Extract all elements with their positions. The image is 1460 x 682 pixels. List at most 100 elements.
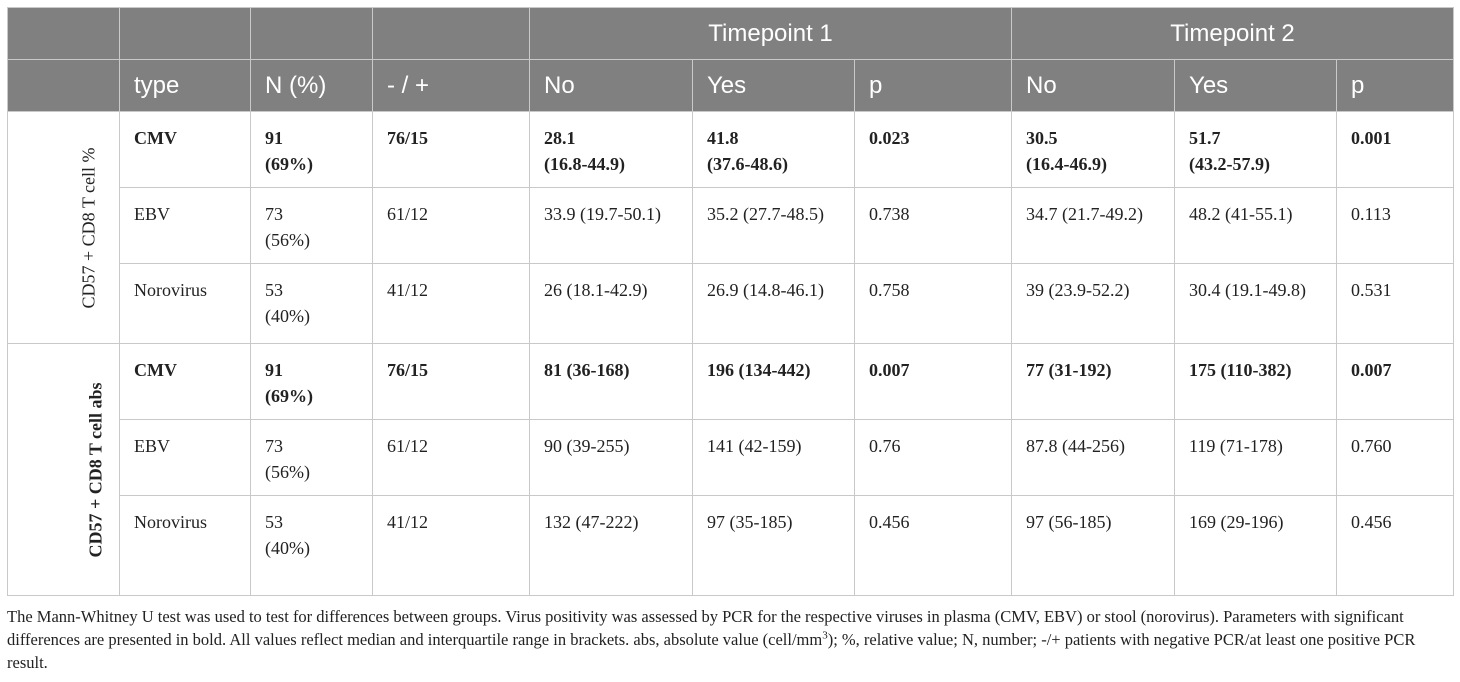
cell-n: 91 (69%) xyxy=(250,343,373,420)
cell-n: 73 (56%) xyxy=(250,419,373,496)
cell-n: 53 (40%) xyxy=(250,263,373,344)
cell-t2-yes: 119 (71-178) xyxy=(1174,419,1338,496)
cell-type: EBV xyxy=(119,419,251,496)
cell-type: CMV xyxy=(119,111,251,188)
cell-t1-yes-iqr: (37.6-48.6) xyxy=(707,154,788,174)
cell-t2-p: 0.531 xyxy=(1336,263,1455,344)
cell-t2-no: 39 (23.9-52.2) xyxy=(1011,263,1176,344)
header-t2-p: p xyxy=(1336,59,1455,112)
cell-type: Norovirus xyxy=(119,263,251,344)
results-table: Timepoint 1 Timepoint 2 type N (%) - / +… xyxy=(7,7,1455,596)
cell-n: 53 (40%) xyxy=(250,495,373,596)
table-footnote: The Mann-Whitney U test was used to test… xyxy=(7,605,1453,674)
group-label-cell: CD57 + CD8 T cell abs xyxy=(7,343,120,596)
footnote-text: The Mann-Whitney U test was used to test… xyxy=(7,607,1404,649)
header-t1-p: p xyxy=(853,59,1013,112)
cell-n-percent: (56%) xyxy=(265,462,310,482)
cell-n-count: 73 xyxy=(265,204,283,224)
group-label-percent: CD57 + CD8 T cell % xyxy=(78,147,99,308)
cell-t1-p: 0.738 xyxy=(853,187,1013,264)
cell-t1-no: 90 (39-255) xyxy=(529,419,693,496)
cell-t2-p: 0.007 xyxy=(1336,343,1455,420)
cell-t1-p: 0.76 xyxy=(853,419,1013,496)
cell-t2-no: 34.7 (21.7-49.2) xyxy=(1011,187,1176,264)
header-timepoint-1: Timepoint 1 xyxy=(528,7,1013,60)
cell-t2-no: 87.8 (44-256) xyxy=(1011,419,1176,496)
cell-t1-yes: 141 (42-159) xyxy=(692,419,855,496)
header-blank-0 xyxy=(7,7,120,60)
header-blank-2 xyxy=(250,7,373,60)
cell-t1-no: 81 (36-168) xyxy=(529,343,693,420)
cell-n-count: 91 xyxy=(265,360,283,380)
header-t1-no: No xyxy=(529,59,693,112)
footnote-superscript: 3 xyxy=(822,629,828,642)
cell-t2-yes: 169 (29-196) xyxy=(1174,495,1338,596)
cell-neg-pos: 41/12 xyxy=(372,263,530,344)
table-body: CD57 + CD8 T cell % CMV 91 (69%) 76/15 28… xyxy=(7,111,1455,596)
cell-neg-pos: 76/15 xyxy=(372,343,530,420)
cell-t1-no-iqr: (16.8-44.9) xyxy=(544,154,625,174)
cell-t1-yes: 196 (134-442) xyxy=(692,343,855,420)
cell-n: 91 (69%) xyxy=(250,111,373,188)
header-blank-4 xyxy=(7,59,120,112)
header-timepoint-2: Timepoint 2 xyxy=(1011,7,1455,60)
cell-t2-p: 0.760 xyxy=(1336,419,1455,496)
header-neg-pos: - / + xyxy=(372,59,530,112)
cell-neg-pos: 61/12 xyxy=(372,187,530,264)
cell-t2-no-iqr: (16.4-46.9) xyxy=(1026,154,1107,174)
cell-neg-pos: 76/15 xyxy=(372,111,530,188)
cell-t1-no: 26 (18.1-42.9) xyxy=(529,263,693,344)
table-row: CD57 + CD8 T cell % CMV 91 (69%) 76/15 28… xyxy=(7,111,1455,344)
cell-t1-no: 28.1 (16.8-44.9) xyxy=(529,111,693,188)
cell-t2-yes: 48.2 (41-55.1) xyxy=(1174,187,1338,264)
cell-neg-pos: 61/12 xyxy=(372,419,530,496)
cell-t1-no: 132 (47-222) xyxy=(529,495,693,596)
table-row: Norovirus 53 (40%) 41/12 26 (18.1-42.9) 2… xyxy=(8,263,1455,344)
cell-n-percent: (56%) xyxy=(265,230,310,250)
cell-t1-yes: 26.9 (14.8-46.1) xyxy=(692,263,855,344)
cell-n-percent: (69%) xyxy=(265,386,313,406)
cell-n-count: 91 xyxy=(265,128,283,148)
cell-type: EBV xyxy=(119,187,251,264)
cell-n: 73 (56%) xyxy=(250,187,373,264)
cell-n-percent: (69%) xyxy=(265,154,313,174)
cell-t2-yes-median: 51.7 xyxy=(1189,128,1221,148)
header-t1-yes: Yes xyxy=(692,59,855,112)
table-row: Norovirus 53 (40%) 41/12 132 (47-222) 97 … xyxy=(8,495,1455,596)
cell-t1-yes: 97 (35-185) xyxy=(692,495,855,596)
cell-n-count: 73 xyxy=(265,436,283,456)
header-t2-no: No xyxy=(1011,59,1176,112)
cell-t2-p: 0.001 xyxy=(1336,111,1455,188)
table-row: EBV 73 (56%) 61/12 90 (39-255) 141 (42-15… xyxy=(8,419,1455,496)
cell-t1-p: 0.758 xyxy=(853,263,1013,344)
cell-t2-no: 97 (56-185) xyxy=(1011,495,1176,596)
table-header: Timepoint 1 Timepoint 2 type N (%) - / +… xyxy=(7,7,1455,112)
header-type: type xyxy=(119,59,251,112)
cell-t1-p: 0.023 xyxy=(853,111,1013,188)
cell-t2-p: 0.456 xyxy=(1336,495,1455,596)
cell-n-percent: (40%) xyxy=(265,306,310,326)
cell-t2-p: 0.113 xyxy=(1336,187,1455,264)
table-row: CD57 + CD8 T cell abs CMV 91 (69%) 76/15 … xyxy=(7,343,1455,596)
footnote-text-end: ); %, relative value; N, number; -/+ pat… xyxy=(7,630,1416,672)
cell-type: Norovirus xyxy=(119,495,251,596)
cell-t1-yes: 41.8 (37.6-48.6) xyxy=(692,111,855,188)
cell-n-count: 53 xyxy=(265,280,283,300)
cell-t1-yes-median: 41.8 xyxy=(707,128,739,148)
cell-t2-yes: 175 (110-382) xyxy=(1174,343,1338,420)
cell-n-count: 53 xyxy=(265,512,283,532)
cell-t1-p: 0.456 xyxy=(853,495,1013,596)
results-table-container: Timepoint 1 Timepoint 2 type N (%) - / +… xyxy=(7,7,1455,596)
header-n: N (%) xyxy=(250,59,373,112)
cell-t2-no: 77 (31-192) xyxy=(1011,343,1176,420)
cell-type: CMV xyxy=(119,343,251,420)
cell-t2-yes: 30.4 (19.1-49.8) xyxy=(1174,263,1338,344)
cell-t2-yes: 51.7 (43.2-57.9) xyxy=(1174,111,1338,188)
table-row: EBV 73 (56%) 61/12 33.9 (19.7-50.1) 35.2 … xyxy=(8,187,1455,264)
header-blank-1 xyxy=(119,7,251,60)
cell-neg-pos: 41/12 xyxy=(372,495,530,596)
cell-t2-no: 30.5 (16.4-46.9) xyxy=(1011,111,1176,188)
cell-t1-p: 0.007 xyxy=(853,343,1013,420)
cell-t1-no: 33.9 (19.7-50.1) xyxy=(529,187,693,264)
header-t2-yes: Yes xyxy=(1174,59,1338,112)
